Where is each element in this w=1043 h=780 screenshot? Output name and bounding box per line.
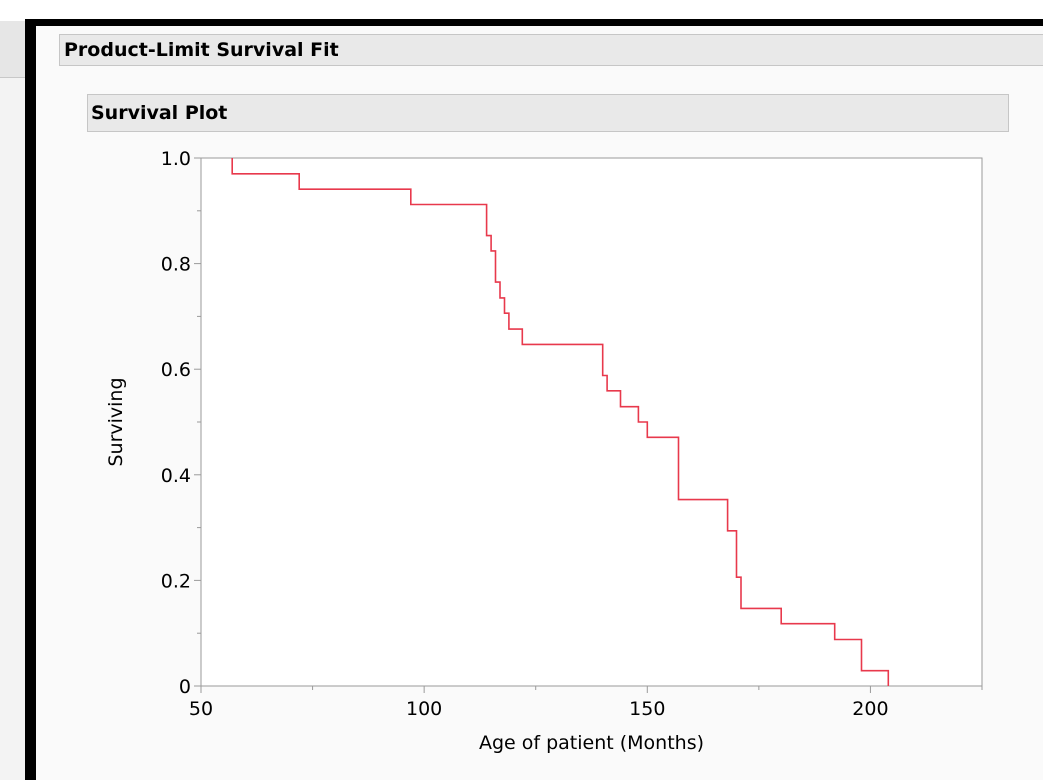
x-axis-label: Age of patient (Months)	[479, 732, 704, 754]
frame-border-left	[25, 21, 36, 780]
survival-plot-header[interactable]: Survival Plot	[87, 94, 1009, 132]
left-panel	[0, 21, 25, 780]
x-tick-label: 50	[189, 698, 213, 720]
survival-plot-title: Survival Plot	[91, 102, 228, 124]
x-tick-label: 100	[406, 698, 442, 720]
x-tick-label: 200	[852, 698, 888, 720]
axis-ticks	[194, 157, 983, 693]
y-tick-label: 0	[179, 676, 191, 698]
y-tick-label: 0.4	[161, 465, 191, 487]
plot-area	[200, 157, 983, 687]
y-axis-label: Surviving	[105, 377, 127, 466]
y-tick-label: 0.8	[161, 254, 191, 276]
top-bar	[0, 0, 1043, 21]
frame-border-top	[25, 19, 1043, 26]
survival-plot-chart: 50 100 150 200 0 0.2 0.4 0.6 0.8 1.0 Age of patie…	[105, 148, 983, 754]
product-limit-survival-fit-header[interactable]: Product-Limit Survival Fit	[59, 34, 1043, 66]
left-panel-header	[0, 21, 25, 78]
product-limit-survival-fit-title: Product-Limit Survival Fit	[64, 39, 339, 61]
survival-curve	[231, 158, 890, 686]
y-tick-label: 0.2	[161, 570, 191, 592]
x-tick-label: 150	[629, 698, 665, 720]
y-tick-label: 1.0	[161, 148, 191, 170]
axis-tick-labels: 50 100 150 200 0 0.2 0.4 0.6 0.8 1.0	[161, 148, 889, 720]
y-tick-label: 0.6	[161, 359, 191, 381]
